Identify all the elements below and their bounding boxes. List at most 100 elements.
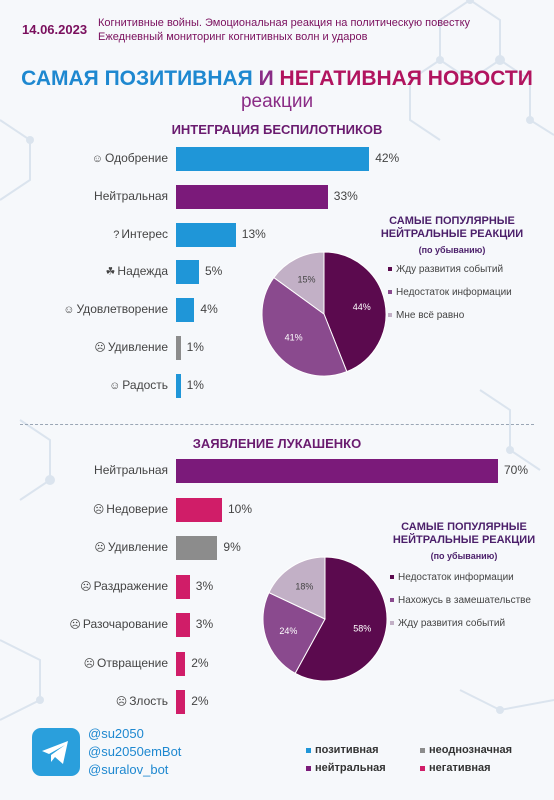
pie-legend-item: Жду развития событий bbox=[390, 618, 505, 629]
bar-label: ☘ Надежда bbox=[106, 264, 168, 278]
joy-icon: ☺ bbox=[109, 379, 121, 392]
legend-neutral-label: нейтральная bbox=[315, 762, 386, 774]
legend-neutral: нейтральная bbox=[306, 762, 386, 774]
legend-negative-swatch bbox=[420, 765, 425, 771]
distrust-icon: ☹ bbox=[92, 503, 105, 516]
bar-label: ☺ Одобрение bbox=[92, 151, 168, 165]
bar-label-text: Интерес bbox=[121, 226, 168, 241]
handle-link-1[interactable]: @su2050 bbox=[88, 726, 144, 741]
pie-legend-label: Недостаток информации bbox=[398, 572, 514, 583]
bar-value-label: 42% bbox=[375, 151, 400, 165]
bar bbox=[176, 184, 328, 209]
pie-chart-2: 58% 24% 18% bbox=[262, 556, 388, 682]
question-icon: ? bbox=[113, 228, 120, 241]
legend-positive-swatch bbox=[306, 747, 311, 753]
pie-slice bbox=[268, 556, 326, 620]
bar bbox=[176, 336, 181, 360]
pie-legend-swatch bbox=[390, 575, 394, 580]
pie-value-label: 24% bbox=[279, 626, 297, 636]
bar-label: ☺ Удовлетворение bbox=[63, 302, 168, 316]
bar-label-text: Раздражение bbox=[93, 578, 168, 593]
bar-label-text: Удовлетворение bbox=[76, 302, 169, 317]
pie-chart-1: 44% 41% 15% bbox=[261, 251, 387, 377]
subtitle-line-1: Когнитивные войны. Эмоциональная реакция… bbox=[98, 17, 471, 29]
page-title: САМАЯ ПОЗИТИВНАЯ И НЕГАТИВНАЯ НОВОСТИ bbox=[0, 67, 554, 91]
bar-value-label: 33% bbox=[333, 188, 358, 203]
bar bbox=[176, 690, 186, 714]
bar bbox=[176, 574, 190, 599]
handle-link-3[interactable]: @suralov_bot bbox=[88, 762, 169, 777]
pie2-title: САМЫЕ ПОПУЛЯРНЫЕ НЕЙТРАЛЬНЫЕ РЕАКЦИИ bbox=[392, 521, 536, 546]
legend-positive: позитивная bbox=[306, 744, 379, 756]
annoyed-icon: ☹ bbox=[80, 580, 92, 593]
bar-label: ☹ Раздражение bbox=[80, 579, 168, 593]
bar-label-text: Надежда bbox=[117, 264, 168, 279]
bar-value-label: 9% bbox=[223, 540, 241, 554]
legend-negative-label: негативная bbox=[429, 762, 491, 774]
bar-value-label: 10% bbox=[228, 501, 253, 516]
legend-ambiguous-swatch bbox=[420, 747, 425, 753]
title-part-3: НОВОСТИ bbox=[421, 67, 533, 90]
pie-value-label: 41% bbox=[285, 333, 303, 343]
section-title-1: ИНТЕГРАЦИЯ БЕСПИЛОТНИКОВ bbox=[171, 122, 383, 137]
bar bbox=[176, 147, 370, 171]
pie-slice bbox=[262, 591, 326, 675]
bar-value-label: 1% bbox=[186, 340, 204, 354]
pie-slice bbox=[261, 276, 348, 377]
pie-value-label: 18% bbox=[295, 582, 313, 592]
bar bbox=[176, 260, 199, 285]
legend-ambiguous: неоднозначная bbox=[420, 744, 512, 756]
title-positive: ПОЗИТИВНАЯ bbox=[104, 67, 253, 90]
title-part-2: И bbox=[252, 67, 280, 90]
legend-negative: негативная bbox=[420, 762, 491, 774]
bar-label: ☹ Удивление bbox=[94, 540, 168, 554]
bar-value-label: 13% bbox=[241, 226, 266, 241]
disgust-icon: ☹ bbox=[83, 657, 96, 670]
bar-label: ☺ Радость bbox=[109, 378, 168, 392]
bar bbox=[176, 536, 218, 560]
bar bbox=[176, 497, 222, 522]
bar-label-text: Нейтральная bbox=[94, 463, 168, 477]
section-divider bbox=[20, 424, 534, 425]
bar-label-text: Нейтральная bbox=[94, 188, 168, 203]
bar-label: ? Интерес bbox=[113, 227, 168, 241]
bar-value-label: 3% bbox=[195, 578, 214, 593]
section-title-2: ЗАЯВЛЕНИЕ ЛУКАШЕНКО bbox=[192, 436, 362, 451]
pie-value-label: 58% bbox=[353, 624, 371, 634]
pie-legend-swatch bbox=[390, 598, 394, 603]
bar-label: ☹ Недоверие bbox=[93, 502, 168, 516]
pie-value-label: 15% bbox=[298, 275, 316, 285]
hope-icon: ☘ bbox=[105, 266, 116, 279]
bar-label-text: Злость bbox=[129, 694, 168, 708]
bar-label: Нейтральная bbox=[94, 189, 168, 203]
bar-label-text: Разочарование bbox=[82, 617, 168, 631]
bar-label: ☹ Злость bbox=[116, 694, 168, 708]
bar-label-text: Удивление bbox=[107, 340, 168, 354]
handle-link-2[interactable]: @su2050emBot bbox=[88, 744, 182, 759]
legend-positive-label: позитивная bbox=[315, 744, 379, 756]
bar-label-text: Удивление bbox=[107, 540, 168, 554]
bar-label-text: Радость bbox=[122, 377, 168, 392]
pie-slice bbox=[323, 251, 387, 373]
pie-slice bbox=[273, 251, 325, 315]
bar-value-label: 4% bbox=[200, 302, 218, 317]
bar-label: ☹ Удивление bbox=[94, 340, 168, 354]
pie-legend-item: Недостаток информации bbox=[390, 572, 514, 583]
bar-label-text: Недоверие bbox=[106, 501, 168, 516]
pie-legend-item: Недостаток информации bbox=[388, 287, 512, 298]
bar-value-label: 1% bbox=[186, 377, 204, 392]
pie-legend-item: Жду развития событий bbox=[388, 264, 503, 275]
bar-value-label: 70% bbox=[504, 463, 529, 477]
bar bbox=[176, 298, 195, 323]
pie-legend-label: Жду развития событий bbox=[396, 264, 504, 275]
pie-legend-label: Мне всё равно bbox=[396, 310, 465, 321]
telegram-icon[interactable] bbox=[32, 728, 80, 776]
bar-label-text: Одобрение bbox=[105, 151, 168, 165]
title-negative: НЕГАТИВНАЯ bbox=[279, 67, 422, 90]
bar-value-label: 5% bbox=[205, 264, 223, 279]
subtitle-line-2: Ежедневный мониторинг когнитивных волн и… bbox=[98, 31, 368, 43]
surprise-icon: ☹ bbox=[94, 342, 106, 354]
report-date: 14.06.2023 bbox=[22, 22, 88, 37]
page-title-line-2: реакции bbox=[240, 91, 314, 112]
